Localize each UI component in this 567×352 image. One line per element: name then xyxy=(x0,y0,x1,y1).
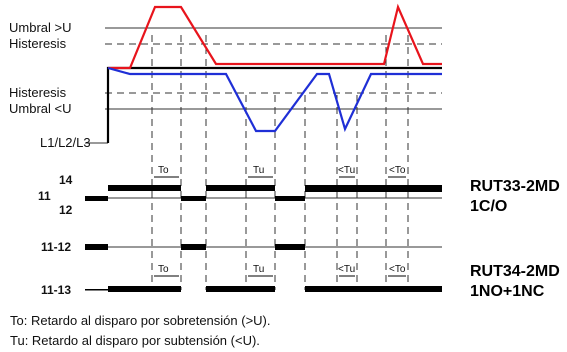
c11-12-state-2 xyxy=(181,244,206,250)
label-hysteresis-upper: Histeresis xyxy=(9,36,67,51)
rut34-model-type: 1NO+1NC xyxy=(470,283,545,300)
label-hysteresis-lower: Histeresis xyxy=(9,85,67,100)
label-contact-11-12: 11-12 xyxy=(41,240,71,254)
c11-13-state-3 xyxy=(305,286,442,292)
rut33-model-name: RUT33-2MD xyxy=(470,178,560,195)
c11-12-states xyxy=(85,244,305,250)
legend-tu: Tu: Retardo al disparo por subtensión (<… xyxy=(10,333,260,348)
c11-13-baseline xyxy=(85,289,108,291)
label-supply: L1/L2/L3 xyxy=(40,135,91,150)
timing-markers xyxy=(151,35,409,290)
c11-13-states xyxy=(85,286,442,292)
label-umbral-under: Umbral <U xyxy=(9,101,72,116)
rut34-model-name: RUT34-2MD xyxy=(470,263,560,280)
delay-label-lt-tu-2: <Tu xyxy=(338,264,355,275)
over-voltage-waveform xyxy=(108,3,442,70)
label-umbral-over: Umbral >U xyxy=(9,20,72,35)
under-voltage-waveform xyxy=(107,66,442,133)
delay-label-lt-to-2: <To xyxy=(389,264,406,275)
label-contact-14: 14 xyxy=(59,173,73,187)
rut33-contact-states xyxy=(85,185,442,201)
rut33-state-energized-3 xyxy=(305,185,442,192)
delay-label-to-2: To xyxy=(158,264,169,275)
delay-label-tu-2: Tu xyxy=(253,264,264,275)
c11-13-state-2 xyxy=(206,286,275,292)
delay-label-tu-1: Tu xyxy=(253,165,264,176)
c11-12-state-1 xyxy=(85,244,108,250)
reference-lines xyxy=(85,27,442,248)
label-contact-12: 12 xyxy=(59,203,73,217)
rut33-state-released-2 xyxy=(275,196,305,201)
delay-label-lt-to-1: <To xyxy=(389,165,406,176)
label-contact-11-13: 11-13 xyxy=(41,283,71,297)
rut33-state-energized-2 xyxy=(206,185,275,191)
delay-label-to-1: To xyxy=(158,165,169,176)
rut33-state-released-1 xyxy=(181,196,206,201)
rut33-state-energized-1 xyxy=(108,185,181,191)
delay-arrows xyxy=(154,176,406,277)
rut33-model-type: 1C/O xyxy=(470,198,507,215)
c11-13-state-1 xyxy=(108,286,181,292)
label-contact-11: 11 xyxy=(38,189,51,203)
c11-12-state-3 xyxy=(275,244,305,250)
delay-label-lt-tu-1: <Tu xyxy=(338,165,355,176)
legend-to: To: Retardo al disparo por sobretensión … xyxy=(10,313,271,328)
timing-diagram: To Tu <Tu <To To Tu <Tu <To Umbral >U Hi… xyxy=(9,3,560,300)
rut33-state-initial xyxy=(85,196,108,201)
